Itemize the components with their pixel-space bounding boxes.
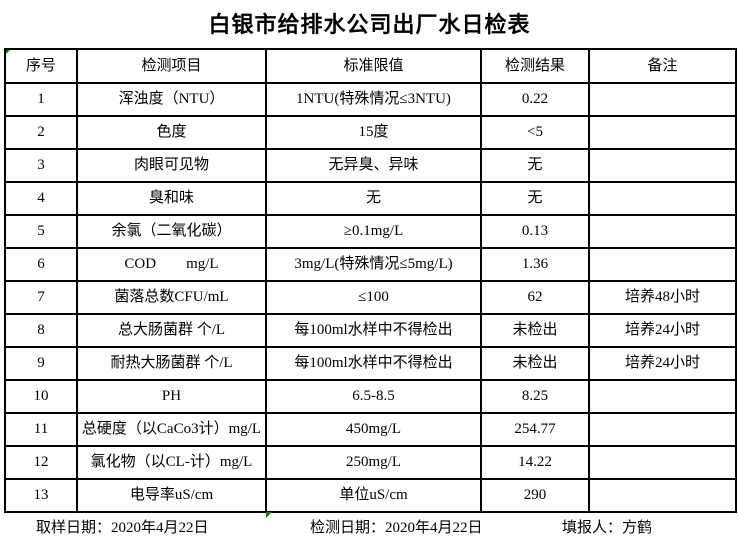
cell-item: 余氯（二氧化碳） (76, 214, 267, 249)
cell-result: 8.25 (480, 379, 590, 414)
cell-result: <5 (480, 115, 590, 150)
cell-result: 未检出 (480, 313, 590, 348)
cell-item: 耐热大肠菌群 个/L (76, 346, 267, 381)
cell-note (588, 148, 737, 183)
cell-note (588, 214, 737, 249)
cell-no: 10 (4, 379, 78, 414)
table-row: 6 COD mg/L 3mg/L(特殊情况≤5mg/L) 1.36 (4, 247, 737, 282)
cell-item: PH (76, 379, 267, 414)
table-row: 11 总硬度（以CaCo3计）mg/L 450mg/L 254.77 (4, 412, 737, 447)
cell-note (588, 115, 737, 150)
table-row: 5 余氯（二氧化碳） ≥0.1mg/L 0.13 (4, 214, 737, 249)
cell-note (588, 478, 737, 513)
cell-item: 菌落总数CFU/mL (76, 280, 267, 315)
cell-item: 氯化物（以CL-计）mg/L (76, 445, 267, 480)
cell-limit: 单位uS/cm (265, 478, 482, 513)
cell-note (588, 445, 737, 480)
cell-item: 总大肠菌群 个/L (76, 313, 267, 348)
table-row: 2 色度 15度 <5 (4, 115, 737, 150)
cell-limit: 450mg/L (265, 412, 482, 447)
cell-note: 培养48小时 (588, 280, 737, 315)
cell-item: 电导率uS/cm (76, 478, 267, 513)
cell-limit: ≥0.1mg/L (265, 214, 482, 249)
cell-no: 3 (4, 148, 78, 183)
header-item: 检测项目 (76, 48, 267, 84)
cell-limit: ≤100 (265, 280, 482, 315)
cell-note (588, 247, 737, 282)
cell-limit: 每100ml水样中不得检出 (265, 346, 482, 381)
cell-result: 254.77 (480, 412, 590, 447)
cell-no: 7 (4, 280, 78, 315)
cell-note (588, 181, 737, 216)
table-header: 序号 检测项目 标准限值 检测结果 备注 (4, 48, 737, 84)
inspection-table: 序号 检测项目 标准限值 检测结果 备注 1 浑浊度（NTU） 1NTU(特殊情况≤… (4, 48, 737, 513)
cell-item: 总硬度（以CaCo3计）mg/L (76, 412, 267, 447)
cell-no: 11 (4, 412, 78, 447)
cell-result: 无 (480, 181, 590, 216)
table-body: 1 浑浊度（NTU） 1NTU(特殊情况≤3NTU) 0.22 2 色度 15度 <5 3 肉眼可… (4, 82, 737, 513)
cell-limit: 每100ml水样中不得检出 (265, 313, 482, 348)
cell-result: 无 (480, 148, 590, 183)
cell-note: 培养24小时 (588, 313, 737, 348)
cell-limit: 1NTU(特殊情况≤3NTU) (265, 82, 482, 117)
excel-error-marker-icon (266, 512, 272, 518)
cell-result: 62 (480, 280, 590, 315)
table-row: 7 菌落总数CFU/mL ≤100 62 培养48小时 (4, 280, 737, 315)
cell-note (588, 412, 737, 447)
cell-limit: 3mg/L(特殊情况≤5mg/L) (265, 247, 482, 282)
cell-note (588, 379, 737, 414)
cell-limit: 6.5-8.5 (265, 379, 482, 414)
header-limit: 标准限值 (265, 48, 482, 84)
test-date-text: 检测日期：2020年4月22日 (310, 520, 483, 536)
header-result: 检测结果 (480, 48, 590, 84)
reporter-text: 填报人：方鹤 (562, 520, 653, 536)
cell-no: 8 (4, 313, 78, 348)
cell-result: 0.22 (480, 82, 590, 117)
cell-item: 浑浊度（NTU） (76, 82, 267, 117)
table-row: 8 总大肠菌群 个/L 每100ml水样中不得检出 未检出 培养24小时 (4, 313, 737, 348)
cell-no: 6 (4, 247, 78, 282)
table-row: 12 氯化物（以CL-计）mg/L 250mg/L 14.22 (4, 445, 737, 480)
table-row: 13 电导率uS/cm 单位uS/cm 290 (4, 478, 737, 513)
table-row: 10 PH 6.5-8.5 8.25 (4, 379, 737, 414)
table-row: 1 浑浊度（NTU） 1NTU(特殊情况≤3NTU) 0.22 (4, 82, 737, 117)
cell-no: 5 (4, 214, 78, 249)
cell-no: 13 (4, 478, 78, 513)
table-row: 9 耐热大肠菌群 个/L 每100ml水样中不得检出 未检出 培养24小时 (4, 346, 737, 381)
cell-no: 9 (4, 346, 78, 381)
cell-no: 12 (4, 445, 78, 480)
cell-no: 2 (4, 115, 78, 150)
sample-date-text: 取样日期：2020年4月22日 (36, 520, 209, 536)
cell-no: 1 (4, 82, 78, 117)
cell-limit: 15度 (265, 115, 482, 150)
cell-item: COD mg/L (76, 247, 267, 282)
cell-result: 14.22 (480, 445, 590, 480)
cell-item: 臭和味 (76, 181, 267, 216)
header-row: 序号 检测项目 标准限值 检测结果 备注 (4, 48, 737, 84)
header-note: 备注 (588, 48, 737, 84)
cell-item: 色度 (76, 115, 267, 150)
cell-result: 0.13 (480, 214, 590, 249)
cell-limit: 无 (265, 181, 482, 216)
cell-limit: 250mg/L (265, 445, 482, 480)
header-no: 序号 (4, 48, 78, 84)
cell-result: 1.36 (480, 247, 590, 282)
footer: 取样日期：2020年4月22日 检测日期：2020年4月22日 填报人：方鹤 (0, 516, 739, 536)
table-row: 4 臭和味无无 (4, 181, 737, 216)
cell-limit: 无异臭、异味 (265, 148, 482, 183)
cell-result: 290 (480, 478, 590, 513)
cell-item: 肉眼可见物 (76, 148, 267, 183)
cell-note: 培养24小时 (588, 346, 737, 381)
page-title: 白银市给排水公司出厂水日检表 (208, 12, 531, 37)
table-row: 3 肉眼可见物 无异臭、异味无 (4, 148, 737, 183)
cell-note (588, 82, 737, 117)
cell-no: 4 (4, 181, 78, 216)
cell-result: 未检出 (480, 346, 590, 381)
